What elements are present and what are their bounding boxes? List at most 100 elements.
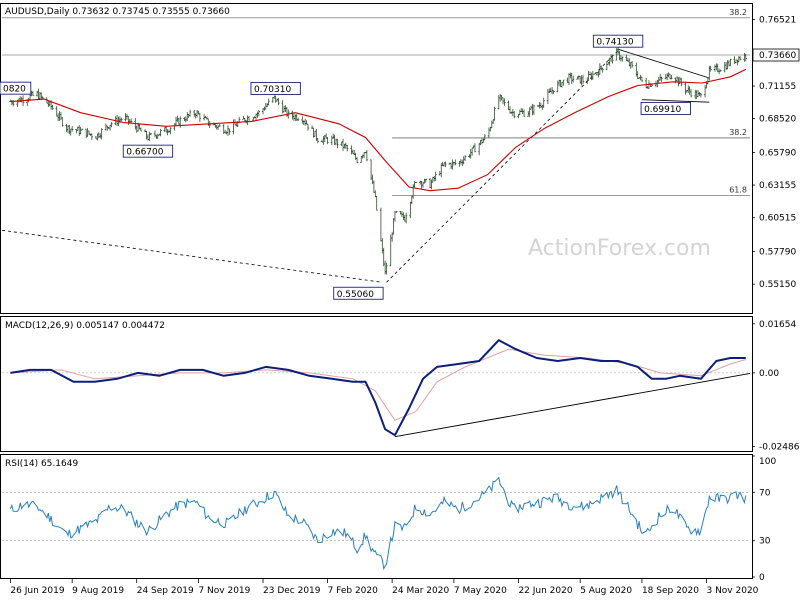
rsi-axis-label: 0 <box>759 573 765 583</box>
macd-title: MACD(12,26,9) 0.005147 0.004472 <box>5 321 165 331</box>
price-bar <box>267 98 270 106</box>
rsi-axis-label: 70 <box>759 488 771 498</box>
price-annotation-label: 0820 <box>3 85 26 95</box>
price-bar <box>709 65 712 72</box>
price-bar <box>503 98 506 106</box>
rsi-axis-label: 100 <box>759 457 776 467</box>
price-bar <box>719 69 722 72</box>
price-bar <box>522 109 526 117</box>
x-axis-label: 7 May 2020 <box>454 586 507 596</box>
price-bar <box>552 90 555 94</box>
price-bar <box>689 88 693 98</box>
macd-line <box>10 339 746 437</box>
x-axis-label: 22 Jun 2020 <box>518 586 572 596</box>
price-bar <box>532 104 536 116</box>
symbol-header: AUDUSD,Daily 0.73632 0.73745 0.73555 0.7… <box>5 7 230 17</box>
price-bar <box>385 262 388 275</box>
macd-axis-label: 0.01654 <box>759 320 796 330</box>
price-bar <box>228 128 231 135</box>
x-axis-label: 24 Sep 2019 <box>137 586 194 596</box>
price-bar <box>80 128 84 131</box>
x-axis-label: 5 Aug 2020 <box>580 586 632 596</box>
price-bar <box>188 109 192 117</box>
price-annotation-box <box>640 101 691 115</box>
price-bar <box>139 127 143 132</box>
x-axis-label: 24 Mar 2020 <box>392 586 449 596</box>
fib-level-label: 38.2 <box>729 128 747 137</box>
price-bar <box>660 76 663 82</box>
rsi-title: RSI(14) 65.1649 <box>5 459 78 469</box>
x-axis-label: 23 Dec 2019 <box>263 586 321 596</box>
price-bar <box>51 104 54 110</box>
price-axis-label: 0.60515 <box>759 214 796 224</box>
x-axis-label: 18 Sep 2020 <box>642 586 699 596</box>
price-bar <box>316 137 319 144</box>
price-bar <box>346 144 349 152</box>
price-bar <box>670 74 673 80</box>
price-bar <box>454 159 457 166</box>
dashed-trendline <box>1 229 383 283</box>
price-annotation-box <box>250 82 301 95</box>
price-bar <box>326 136 329 145</box>
price-annotation-label: 0.55060 <box>337 290 374 300</box>
price-bar <box>542 97 545 109</box>
price-bar <box>90 133 94 140</box>
price-bar <box>621 56 624 62</box>
price-axis-label: 0.63155 <box>759 181 796 191</box>
price-bar <box>611 54 614 64</box>
price-bar <box>424 179 428 183</box>
wedge-lower-line <box>641 99 710 103</box>
price-bar <box>395 211 398 213</box>
price-axis-label: 0.71155 <box>759 82 796 92</box>
moving-average-line <box>10 68 747 192</box>
price-bar <box>404 212 408 224</box>
price-annotation-box <box>122 144 174 158</box>
price-bar <box>729 58 732 67</box>
price-annotation-label: 0.70310 <box>254 85 291 95</box>
price-bar <box>100 128 103 140</box>
price-axis-label: 0.65790 <box>759 148 796 158</box>
price-bar <box>571 75 575 83</box>
price-bar <box>493 106 496 121</box>
macd-axis-label: -0.02486 <box>759 443 800 453</box>
x-axis-label: 9 Aug 2019 <box>72 586 124 596</box>
price-annotation-label: 0.69910 <box>644 105 681 115</box>
macd-panel <box>0 316 753 452</box>
price-bar <box>110 122 113 128</box>
price-bar <box>375 195 378 211</box>
x-axis-label: 7 Feb 2020 <box>328 586 379 596</box>
price-bar <box>414 181 418 184</box>
price-annotation-box <box>333 286 384 300</box>
price-bar <box>306 123 310 131</box>
rsi-panel <box>0 454 753 579</box>
price-bar <box>218 124 221 127</box>
price-bar <box>562 79 565 86</box>
macd-trendline <box>394 373 751 438</box>
price-bar <box>699 93 703 98</box>
price-annotation-box <box>0 81 32 95</box>
price-bar <box>247 116 251 121</box>
price-bar <box>744 53 747 62</box>
price-bar <box>208 120 211 129</box>
price-bar <box>630 61 634 68</box>
price-bar <box>31 91 35 96</box>
price-axis-label: 0.76521 <box>759 16 796 26</box>
price-bar <box>149 133 152 136</box>
fib-level-label: 61.8 <box>729 186 747 195</box>
price-bar <box>591 70 595 80</box>
price-bar <box>738 56 742 61</box>
price-bar <box>61 116 64 127</box>
price-bar <box>257 110 261 117</box>
price-bar <box>640 76 644 82</box>
macd-axis-label: 0.00 <box>759 369 779 379</box>
price-panel <box>0 3 753 314</box>
price-bar <box>444 161 447 168</box>
price-bar <box>41 96 44 99</box>
price-bar <box>581 74 585 85</box>
price-bar <box>198 112 202 123</box>
price-bar <box>463 155 467 161</box>
price-bar <box>434 171 437 182</box>
price-bar <box>296 117 300 121</box>
wedge-upper-line <box>617 48 710 79</box>
